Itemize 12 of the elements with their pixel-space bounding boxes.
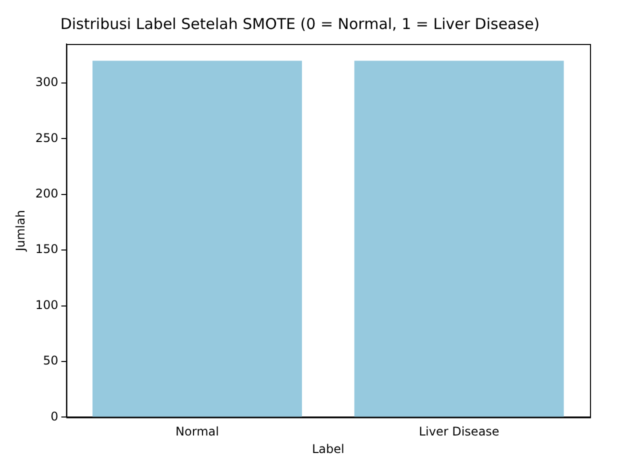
x-tick-label: Liver Disease <box>418 424 500 439</box>
x-axis-title: Label <box>312 442 344 456</box>
y-axis-title: Jumlah <box>13 210 28 252</box>
y-tick-label: 50 <box>43 354 58 368</box>
y-tick-label: 300 <box>35 75 58 90</box>
y-tick-label: 250 <box>35 130 58 145</box>
x-tick-label: Normal <box>176 424 219 439</box>
chart-title: Distribusi Label Setelah SMOTE (0 = Normal, 1 = Liver Disease) <box>60 14 540 33</box>
y-tick-label: 200 <box>35 186 58 201</box>
y-tick-label: 100 <box>35 298 58 312</box>
y-tick-label: 150 <box>35 242 58 256</box>
y-tick-label: 0 <box>50 409 58 424</box>
